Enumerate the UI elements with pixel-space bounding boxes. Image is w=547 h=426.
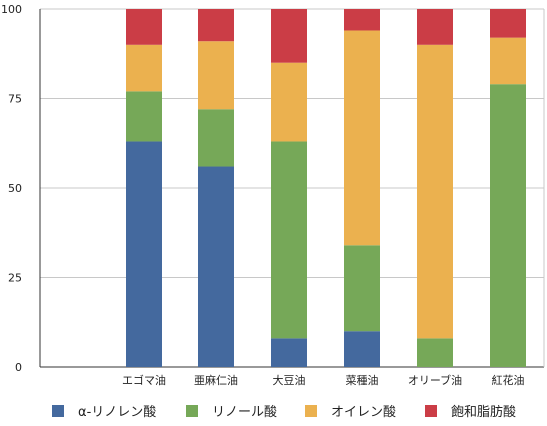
legend: α-リノレン酸 リノール酸 オイレン酸 飽和脂肪酸	[52, 404, 516, 420]
bar-segment-2-6	[490, 84, 526, 368]
bar-segment-4-4	[344, 9, 380, 31]
x-tick-label: オリーブ油	[408, 373, 462, 387]
y-tick-label: 50	[8, 182, 22, 195]
x-tick-label: 大豆油	[273, 373, 306, 387]
bars	[126, 9, 526, 368]
bar-segment-2-3	[271, 141, 307, 339]
legend-label-4: 飽和脂肪酸	[451, 404, 516, 420]
x-tick-label: 亜麻仁油	[194, 373, 238, 387]
bar-segment-4-6	[490, 9, 526, 38]
bar-segment-2-5	[417, 338, 453, 367]
legend-label-1: α-リノレン酸	[78, 405, 156, 420]
y-axis-ticks: 0 25 50 75 100	[1, 3, 22, 374]
x-tick-label: 紅花油	[492, 373, 525, 387]
x-tick-label: 菜種油	[346, 373, 379, 387]
y-tick-label: 0	[15, 361, 22, 374]
bar-segment-3-2	[198, 41, 234, 110]
bar-segment-3-4	[344, 30, 380, 246]
legend-label-2: リノール酸	[212, 405, 277, 420]
bar-segment-4-1	[126, 9, 162, 45]
x-tick-label: エゴマ油	[122, 373, 166, 387]
bar-segment-4-3	[271, 9, 307, 63]
bar-segment-2-1	[126, 91, 162, 142]
bar-segment-3-3	[271, 62, 307, 142]
legend-label-3: オイレン酸	[331, 405, 396, 420]
bar-segment-2-2	[198, 109, 234, 167]
bar-segment-3-1	[126, 44, 162, 92]
y-tick-label: 25	[8, 272, 22, 285]
y-tick-label: 75	[8, 93, 22, 106]
bar-segment-2-4	[344, 245, 380, 332]
y-tick-label: 100	[1, 3, 22, 16]
legend-swatch-4	[425, 405, 437, 417]
bar-segment-4-5	[417, 9, 453, 45]
bar-segment-3-5	[417, 44, 453, 339]
bar-segment-3-6	[490, 37, 526, 85]
legend-swatch-3	[305, 405, 317, 417]
bar-segment-4-2	[198, 9, 234, 42]
x-axis-ticks: エゴマ油 亜麻仁油 大豆油 菜種油 オリーブ油 紅花油	[122, 373, 525, 387]
legend-swatch-1	[52, 405, 64, 417]
bar-segment-1-4	[344, 331, 380, 367]
bar-segment-1-2	[198, 166, 234, 367]
bar-segment-1-3	[271, 338, 307, 367]
bar-segment-1-1	[126, 141, 162, 367]
legend-swatch-2	[186, 405, 198, 417]
